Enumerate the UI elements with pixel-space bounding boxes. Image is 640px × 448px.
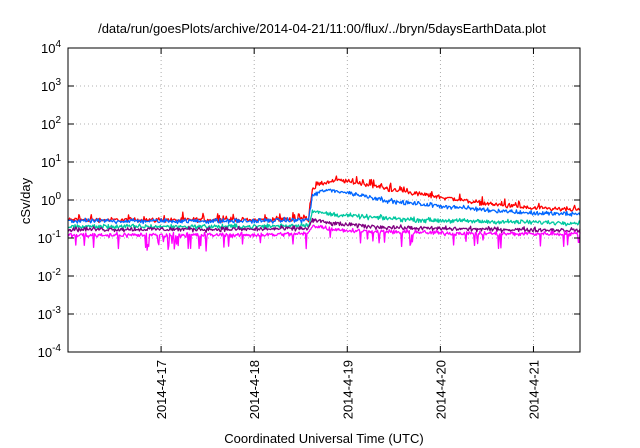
series-line-5 bbox=[67, 224, 581, 252]
series-line-1 bbox=[67, 175, 581, 224]
y-tick-label: 10-1 bbox=[38, 229, 62, 246]
grid bbox=[68, 48, 580, 352]
plot-frame bbox=[67, 47, 581, 353]
y-axis-label: cSv/day bbox=[18, 177, 33, 224]
x-tick-label: 2014-4-17 bbox=[154, 360, 169, 419]
series-line-3 bbox=[67, 209, 581, 230]
y-tick-label: 100 bbox=[41, 191, 61, 208]
y-tick-label: 104 bbox=[41, 39, 61, 56]
y-tick-label: 102 bbox=[41, 115, 61, 132]
x-axis-label: Coordinated Universal Time (UTC) bbox=[224, 431, 423, 446]
y-tick-label: 10-2 bbox=[38, 267, 62, 284]
x-tick-label: 2014-4-18 bbox=[247, 360, 262, 419]
series-line-4 bbox=[67, 217, 581, 234]
y-tick-label: 10-4 bbox=[38, 343, 62, 360]
y-tick-label: 103 bbox=[41, 77, 61, 94]
series-line-2 bbox=[67, 188, 581, 225]
y-tick-label: 10-3 bbox=[38, 305, 62, 322]
axes: 10-4 10-3 10-2 10-1 100 101 102 103 104 2014-4-17… bbox=[38, 39, 580, 419]
x-tick-label: 2014-4-19 bbox=[340, 360, 355, 419]
y-tick-label: 101 bbox=[41, 153, 61, 170]
x-tick-label: 2014-4-21 bbox=[526, 360, 541, 419]
plot-lines bbox=[67, 175, 581, 252]
x-tick-label: 2014-4-20 bbox=[433, 360, 448, 419]
chart-title: /data/run/goesPlots/archive/2014-04-21/1… bbox=[98, 21, 546, 36]
